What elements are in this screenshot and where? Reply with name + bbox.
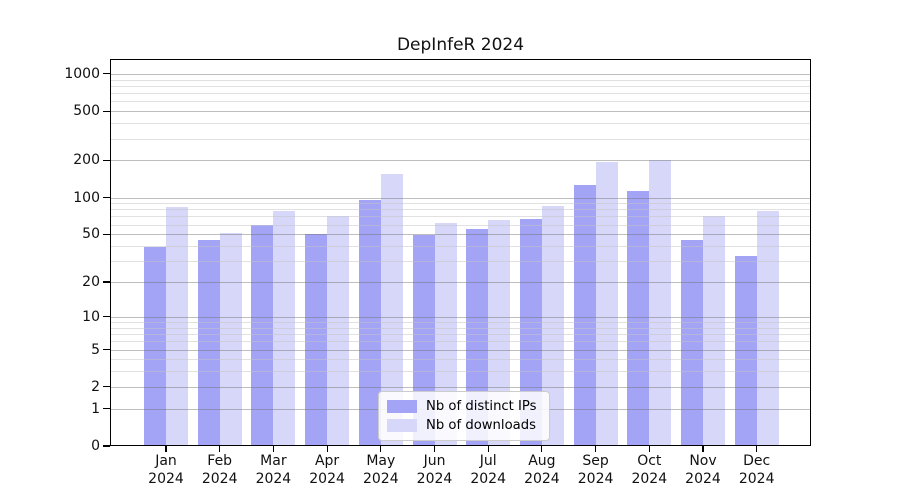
- y-tick: [103, 386, 110, 388]
- y-tick-label: 100: [73, 189, 100, 206]
- bar-ips-sep: [573, 185, 596, 446]
- bar-downloads-feb: [219, 233, 242, 446]
- x-tick-label: Jul 2024: [470, 453, 506, 487]
- gridline-major: [110, 111, 811, 113]
- chart-title: DepInfeR 2024: [396, 35, 525, 55]
- gridline-minor: [110, 101, 811, 103]
- x-tick: [380, 446, 382, 452]
- x-tick-label: Jun 2024: [416, 453, 453, 487]
- x-tick-label: Nov 2024: [685, 453, 721, 487]
- x-tick: [326, 446, 328, 452]
- y-tick-label: 20: [82, 274, 100, 290]
- gridline-minor: [110, 123, 811, 125]
- legend-item-distinct-ips: Nb of distinct IPs: [387, 397, 537, 416]
- gridline-major: [110, 73, 811, 75]
- gridline-minor: [110, 93, 811, 95]
- y-tick: [103, 73, 110, 75]
- y-tick-label: 500: [73, 103, 100, 120]
- x-tick-label: Feb 2024: [201, 453, 238, 487]
- gridline-minor: [110, 138, 811, 140]
- y-tick: [103, 110, 110, 112]
- bar-ips-dec: [734, 256, 757, 446]
- y-tick-label: 2: [91, 378, 100, 395]
- y-tick: [103, 233, 110, 235]
- legend: Nb of distinct IPs Nb of downloads: [378, 391, 550, 441]
- bar-ips-feb: [197, 239, 220, 446]
- x-tick-label: Jan 2024: [148, 453, 184, 487]
- x-tick: [595, 446, 597, 452]
- y-tick-label: 50: [82, 226, 100, 243]
- x-tick-label: Mar 2024: [255, 453, 292, 487]
- bar-downloads-jul: [488, 220, 511, 446]
- y-tick: [103, 445, 110, 447]
- x-tick-label: Apr 2024: [309, 453, 345, 487]
- y-tick-label: 1000: [64, 65, 100, 82]
- x-tick: [272, 446, 274, 452]
- y-tick: [103, 159, 110, 161]
- bar-downloads-jan: [166, 206, 188, 446]
- bar-ips-apr: [305, 234, 328, 446]
- gridline-minor: [110, 85, 811, 87]
- bar-downloads-dec: [756, 210, 779, 446]
- x-tick-label: Aug 2024: [524, 453, 560, 487]
- gridline-major: [110, 197, 811, 199]
- bar-downloads-mar: [273, 210, 296, 446]
- x-tick: [165, 446, 167, 452]
- bar-downloads-sep: [595, 162, 618, 446]
- legend-label-distinct-ips: Nb of distinct IPs: [426, 399, 537, 414]
- y-tick-label: 10: [82, 308, 100, 325]
- x-tick-label: Sep 2024: [577, 453, 614, 487]
- x-tick: [219, 446, 221, 452]
- x-tick: [702, 446, 704, 452]
- bar-downloads-oct: [649, 160, 672, 446]
- bar-ips-oct: [627, 191, 650, 446]
- plot-area: [110, 59, 811, 446]
- legend-swatch-downloads: [387, 419, 417, 432]
- bar-ips-jan: [144, 247, 166, 446]
- legend-item-downloads: Nb of downloads: [387, 416, 537, 435]
- x-tick: [541, 446, 543, 452]
- bar-ips-nov: [681, 239, 703, 446]
- gridline-minor: [110, 79, 811, 81]
- y-tick-label: 0: [91, 438, 100, 454]
- y-tick-label: 1: [91, 400, 100, 417]
- legend-swatch-distinct-ips: [387, 400, 417, 413]
- y-tick: [103, 348, 110, 351]
- y-tick-label: 5: [91, 341, 100, 358]
- bar-downloads-aug: [541, 206, 564, 446]
- bar-ips-mar: [251, 224, 274, 446]
- gridline-minor: [110, 203, 811, 205]
- x-tick-label: Oct 2024: [631, 453, 668, 487]
- y-tick: [103, 196, 110, 199]
- bar-downloads-nov: [703, 216, 725, 446]
- x-tick-label: May 2024: [362, 453, 399, 487]
- x-tick: [433, 446, 436, 452]
- x-tick-label: Dec 2024: [738, 453, 775, 487]
- bar-ips-aug: [519, 218, 542, 446]
- x-tick: [756, 446, 758, 452]
- y-tick: [103, 408, 110, 410]
- x-tick: [487, 446, 489, 452]
- gridline-major: [110, 160, 811, 162]
- bar-downloads-apr: [327, 216, 350, 446]
- y-tick-label: 200: [73, 152, 100, 169]
- gridline-minor: [110, 209, 811, 211]
- legend-label-downloads: Nb of downloads: [426, 418, 536, 433]
- bar-downloads-may: [380, 174, 403, 446]
- y-tick: [103, 281, 110, 283]
- y-tick: [103, 316, 110, 318]
- x-tick: [648, 446, 650, 452]
